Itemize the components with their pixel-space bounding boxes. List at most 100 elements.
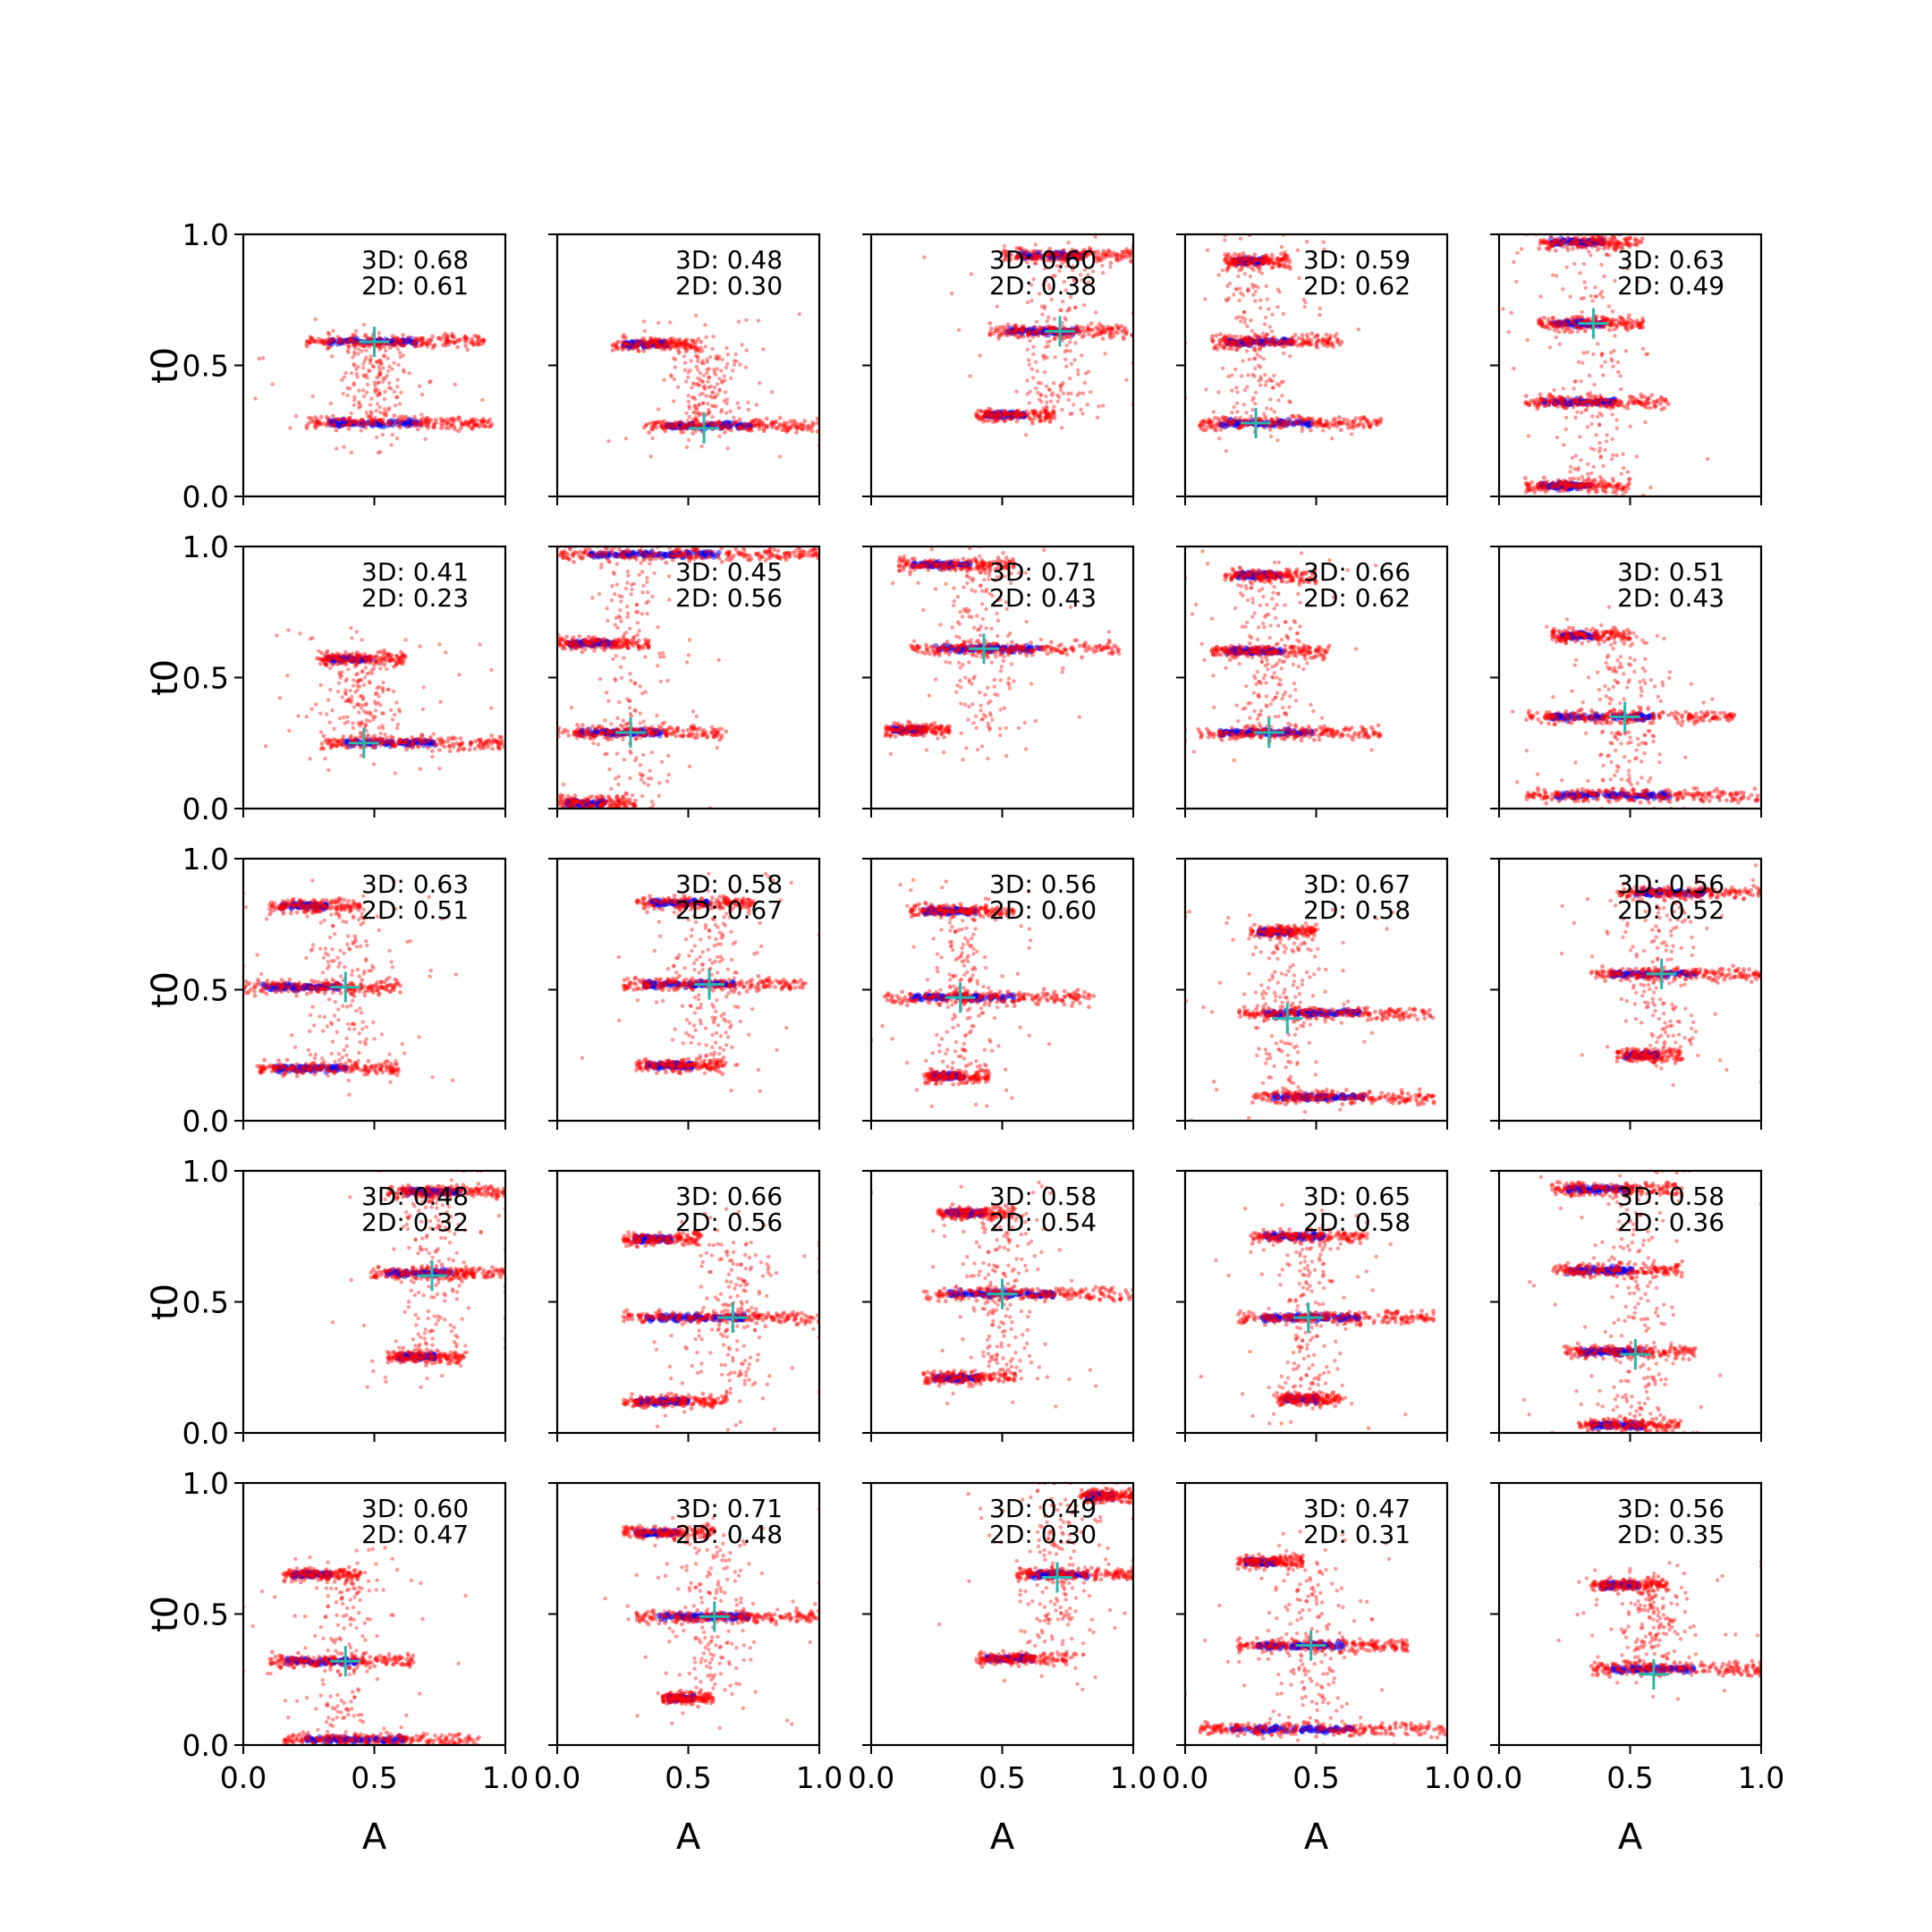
- point-2d: [727, 423, 732, 428]
- point-2d: [750, 420, 755, 425]
- point-2d: [1020, 412, 1024, 418]
- point-2d: [357, 347, 361, 352]
- point-2d: [984, 410, 988, 415]
- point-2d: [1003, 253, 1008, 258]
- point-2d: [1575, 329, 1580, 334]
- point-2d: [686, 370, 691, 375]
- point-2d: [1610, 359, 1614, 363]
- point-2d: [1374, 419, 1379, 424]
- point-2d: [1228, 260, 1233, 266]
- point-2d: [768, 421, 774, 427]
- point-2d: [1258, 383, 1263, 387]
- point-2d: [769, 420, 775, 426]
- point-2d: [665, 342, 670, 346]
- point-2d: [648, 345, 653, 350]
- point-3d: [1586, 482, 1593, 488]
- point-2d: [693, 411, 698, 415]
- point-2d: [987, 332, 992, 337]
- point-2d: [1271, 340, 1276, 345]
- point-2d: [642, 328, 647, 334]
- point-2d: [1035, 327, 1040, 333]
- point-2d: [1098, 329, 1104, 334]
- point-2d: [629, 342, 634, 347]
- point-2d: [694, 345, 699, 351]
- point-2d: [1082, 248, 1087, 252]
- point-2d: [445, 338, 450, 343]
- point-2d: [382, 421, 387, 427]
- point-2d: [1074, 249, 1080, 253]
- point-2d: [1525, 338, 1530, 343]
- point-2d: [1602, 274, 1606, 279]
- point-2d: [1255, 352, 1259, 357]
- point-2d: [1591, 464, 1596, 470]
- point-2d: [1208, 419, 1213, 425]
- point-2d: [1096, 328, 1101, 334]
- point-2d: [1224, 338, 1229, 343]
- point-3d: [1577, 398, 1584, 404]
- point-2d: [378, 360, 384, 365]
- point-2d: [418, 421, 423, 427]
- point-2d: [1566, 402, 1572, 407]
- point-2d: [1043, 408, 1047, 413]
- point-2d: [1264, 255, 1269, 260]
- point-2d: [314, 419, 319, 424]
- point-2d: [413, 335, 418, 341]
- point-2d: [334, 428, 339, 433]
- point-2d: [343, 342, 347, 346]
- point-2d: [692, 382, 697, 386]
- point-2d: [1598, 455, 1603, 460]
- point-2d: [1338, 420, 1343, 426]
- point-2d: [1366, 419, 1371, 425]
- point-2d: [397, 415, 402, 419]
- point-2d: [1613, 278, 1617, 284]
- point-2d: [975, 415, 980, 420]
- point-2d: [1548, 393, 1553, 397]
- point-2d: [1009, 252, 1013, 257]
- point-2d: [365, 413, 370, 418]
- point-2d: [1013, 410, 1018, 414]
- point-2d: [477, 335, 481, 340]
- point-2d: [1613, 242, 1617, 247]
- point-2d: [1257, 378, 1261, 383]
- point-2d: [622, 340, 626, 345]
- point-2d: [386, 342, 392, 347]
- point-2d: [1610, 309, 1615, 314]
- point-2d: [1034, 254, 1039, 258]
- point-2d: [1326, 340, 1330, 345]
- point-3d: [358, 419, 365, 425]
- point-2d: [1250, 260, 1256, 265]
- point-2d: [690, 338, 694, 343]
- point-2d: [1014, 414, 1019, 419]
- point-2d: [420, 336, 425, 341]
- point-2d: [373, 388, 377, 393]
- point-2d: [1080, 335, 1085, 340]
- point-2d: [1119, 253, 1124, 258]
- point-2d: [1592, 447, 1597, 452]
- point-2d: [750, 419, 755, 424]
- point-2d: [685, 341, 691, 346]
- point-2d: [1549, 243, 1554, 249]
- point-2d: [330, 423, 335, 428]
- point-2d: [1043, 416, 1048, 421]
- point-2d: [415, 427, 420, 432]
- point-2d: [1250, 336, 1255, 341]
- point-2d: [674, 419, 678, 425]
- point-2d: [1258, 417, 1263, 422]
- point-2d: [1034, 261, 1038, 266]
- point-2d: [1017, 327, 1021, 333]
- point-2d: [386, 422, 392, 428]
- point-2d: [1263, 383, 1268, 387]
- point-2d: [1009, 416, 1013, 421]
- point-2d: [1259, 261, 1265, 267]
- point-2d: [794, 426, 800, 430]
- point-2d: [342, 418, 346, 422]
- point-2d: [1605, 240, 1610, 245]
- point-2d: [445, 334, 450, 338]
- point-2d: [399, 419, 404, 424]
- point-2d: [1020, 252, 1024, 257]
- point-2d: [361, 366, 366, 370]
- point-2d: [668, 341, 673, 346]
- point-2d: [1324, 419, 1329, 423]
- point-2d: [1284, 341, 1290, 346]
- point-2d: [1648, 405, 1653, 411]
